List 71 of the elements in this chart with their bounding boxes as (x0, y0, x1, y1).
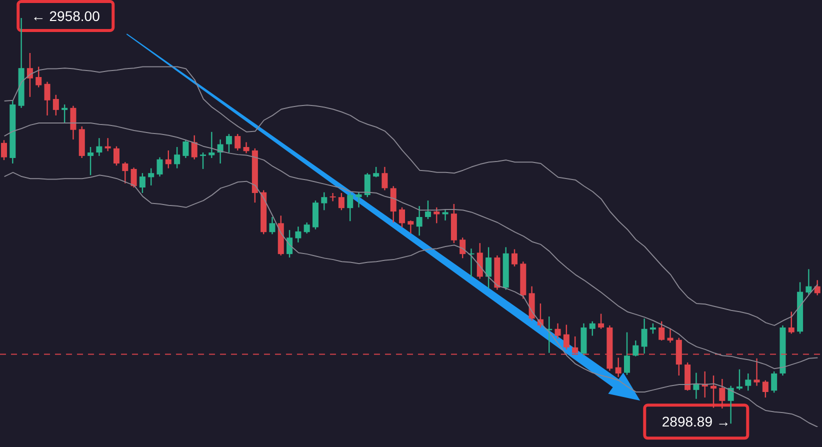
candlestick (347, 192, 354, 222)
candlestick (589, 320, 596, 336)
candlestick (321, 192, 328, 211)
candlestick (1, 140, 7, 161)
candlestick (736, 368, 742, 391)
candlestick (442, 208, 448, 222)
candlestick (338, 192, 344, 211)
candlestick (771, 370, 778, 394)
candlestick (728, 385, 734, 424)
candlestick (754, 358, 760, 386)
candlestick (416, 205, 422, 236)
candlestick (62, 104, 68, 124)
candlestick (165, 150, 172, 169)
annotation: 2898.89 → (662, 414, 730, 430)
candlestick (373, 166, 380, 178)
candlestick (806, 268, 812, 296)
candlestick (632, 340, 639, 357)
candlestick (174, 146, 180, 169)
candlestick (88, 146, 94, 176)
candlestick (36, 66, 42, 88)
candlestick (304, 222, 310, 234)
candlestick (243, 142, 250, 154)
candlestick (814, 280, 820, 296)
candlestick (96, 137, 102, 157)
candlestick (460, 236, 466, 259)
candlestick (104, 137, 111, 152)
candlestick (286, 229, 293, 258)
candlestick (26, 52, 33, 98)
candlestick (191, 134, 198, 160)
candlestick (122, 162, 128, 184)
candlestick (390, 186, 396, 224)
candlestick (234, 133, 241, 152)
candlestick (710, 374, 717, 408)
candlestick (486, 246, 492, 289)
candlestick (208, 131, 215, 159)
candlestick (70, 105, 76, 140)
candlestick (667, 328, 674, 344)
candlestick (148, 168, 154, 186)
candlestick (364, 172, 370, 198)
candlestick (554, 322, 561, 340)
candlestick (408, 220, 414, 234)
candlestick (269, 216, 276, 235)
candlestick (650, 322, 656, 334)
candlestick (563, 324, 570, 350)
candlestick (113, 146, 120, 166)
candlestick (139, 172, 146, 194)
candlestick (295, 226, 302, 243)
candlestick (44, 81, 50, 116)
candlestick (719, 378, 726, 410)
candlestick (762, 380, 768, 398)
candlestick (745, 372, 752, 392)
candlestick (598, 313, 604, 330)
candlestick (330, 192, 336, 202)
candlestick (200, 152, 206, 170)
candlestick (434, 206, 440, 224)
candlestick (156, 156, 163, 178)
candlestick (615, 357, 622, 378)
candlestick (424, 200, 431, 220)
candlestick (356, 192, 362, 208)
candlestick (130, 167, 137, 188)
candlestick (52, 94, 59, 116)
candlestick (399, 206, 406, 228)
candlestick (226, 133, 232, 154)
annotation: ← 2958.00 (31, 8, 100, 24)
candlestick (788, 311, 794, 334)
candlestick (641, 318, 648, 354)
candlestick (512, 248, 518, 268)
candlestick (624, 332, 630, 376)
candlestick (182, 138, 189, 159)
candlestick (658, 320, 665, 342)
candlestick (382, 166, 388, 191)
